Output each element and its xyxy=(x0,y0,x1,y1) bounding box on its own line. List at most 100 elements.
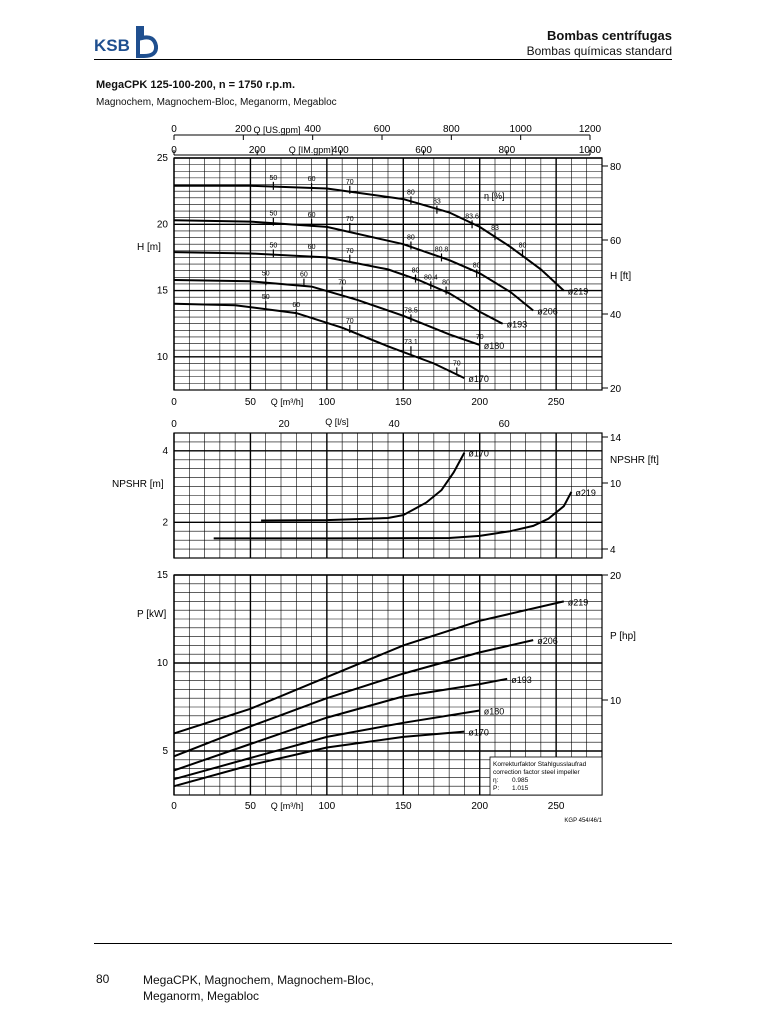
npsh-curve-label: ø219 xyxy=(575,488,596,498)
x-tick-label: 250 xyxy=(548,397,565,408)
footer-line-2: Meganorm, Megabloc xyxy=(143,989,260,1003)
imgpm-tick-label: 200 xyxy=(249,145,266,156)
footer-text: MegaCPK, Magnochem, Magnochem-Bloc, Mega… xyxy=(143,972,543,1004)
x-axis-label: Q [m³/h] xyxy=(271,397,304,407)
imgpm-tick-label: 400 xyxy=(332,145,349,156)
efficiency-label: 80.8 xyxy=(435,246,449,253)
power-curve-ø170 xyxy=(173,730,465,788)
y-tick-label: 10 xyxy=(157,352,169,363)
head-curve-label: ø180 xyxy=(484,341,505,351)
usgpm-tick-label: 600 xyxy=(374,124,391,135)
efficiency-label: 73.1 xyxy=(404,339,418,346)
npsh-curve-ø170 xyxy=(261,452,466,522)
npsh-curve-ø219 xyxy=(213,491,573,540)
efficiency-label: 70 xyxy=(346,216,354,223)
right-tick-label: 20 xyxy=(610,571,622,582)
efficiency-label: 80 xyxy=(519,242,527,249)
right-tick-label: 20 xyxy=(610,384,622,395)
y-tick-label: 4 xyxy=(162,446,168,457)
efficiency-label: 83.6 xyxy=(465,213,479,220)
efficiency-label: 50 xyxy=(262,270,270,277)
efficiency-label: 70 xyxy=(346,248,354,255)
power-curve-ø180 xyxy=(173,709,480,781)
power-curve-label: ø180 xyxy=(484,707,505,717)
x-tick-label: 100 xyxy=(319,801,336,812)
efficiency-label: 60 xyxy=(308,244,316,251)
correction-p-value: 1.015 xyxy=(512,785,529,792)
efficiency-axis-label: η [%] xyxy=(484,191,505,201)
usgpm-tick-label: 800 xyxy=(443,124,460,135)
ls-tick-label: 0 xyxy=(171,419,177,430)
footer-page-number: 80 xyxy=(96,972,110,986)
ksb-logo: KSB xyxy=(94,26,159,58)
x-tick-label: 250 xyxy=(548,801,565,812)
efficiency-label: 50 xyxy=(262,294,270,301)
chart-title: MegaCPK 125-100-200, n = 1750 r.p.m. xyxy=(96,79,296,91)
header-rule xyxy=(94,59,672,60)
y-tick-label: 15 xyxy=(157,286,169,297)
y-tick-label: 25 xyxy=(157,153,169,164)
panel-frame xyxy=(173,157,603,391)
efficiency-label: 80.4 xyxy=(424,274,438,281)
right-tick-label: 40 xyxy=(610,310,622,321)
usgpm-tick-label: 400 xyxy=(304,124,321,135)
power-curve-ø206 xyxy=(173,639,534,758)
efficiency-label: 70 xyxy=(346,318,354,325)
head-curve-ø219 xyxy=(174,184,565,292)
head-curve-ø193 xyxy=(173,251,504,325)
logo-text: KSB xyxy=(94,36,130,55)
y-tick-label: 15 xyxy=(157,570,169,581)
ls-tick-label: 20 xyxy=(278,419,290,430)
x-tick-label: 0 xyxy=(171,801,177,812)
chart-subtitle: Magnochem, Magnochem-Bloc, Meganorm, Meg… xyxy=(96,97,337,108)
efficiency-label: 60 xyxy=(292,302,300,309)
head-curve-ø170 xyxy=(173,302,465,380)
x-tick-label: 200 xyxy=(471,397,488,408)
footer-rule xyxy=(94,943,672,944)
correction-line-2: correction factor steel impeller xyxy=(493,769,581,776)
imgpm-tick-label: 600 xyxy=(415,145,432,156)
right-axis-label: NPSHR [ft] xyxy=(610,455,659,466)
correction-eta-value: 0.985 xyxy=(512,777,529,784)
right-tick-label: 10 xyxy=(610,479,622,490)
efficiency-label: 78.5 xyxy=(404,307,418,314)
footer-line-1: MegaCPK, Magnochem, Magnochem-Bloc, xyxy=(143,973,374,987)
imgpm-tick-label: 0 xyxy=(171,145,177,156)
x-tick-label: 200 xyxy=(471,801,488,812)
y-tick-label: 2 xyxy=(162,517,168,528)
correction-eta-label: η: xyxy=(493,777,499,784)
efficiency-label: 80 xyxy=(407,189,415,196)
efficiency-label: 50 xyxy=(269,211,277,218)
efficiency-label: 70 xyxy=(453,360,461,367)
panel-frame xyxy=(173,432,603,559)
usgpm-tick-label: 1200 xyxy=(579,124,602,135)
right-tick-label: 80 xyxy=(610,162,622,173)
x-tick-label: 0 xyxy=(171,397,177,408)
usgpm-tick-label: 1000 xyxy=(510,124,533,135)
usgpm-axis-label: Q [US.gpm] xyxy=(253,125,300,135)
head-curve-ø206 xyxy=(173,219,534,312)
y-tick-label: 5 xyxy=(162,746,168,757)
power-curve-label: ø219 xyxy=(568,597,589,607)
npsh-curve-label: ø170 xyxy=(468,449,489,459)
power-curve-ø193 xyxy=(173,677,508,772)
power-curve-ø219 xyxy=(173,600,565,735)
ls-axis-label: Q [l/s] xyxy=(325,417,349,427)
y-tick-label: 10 xyxy=(157,658,169,669)
ls-tick-label: 60 xyxy=(499,419,511,430)
efficiency-label: 83 xyxy=(433,199,441,206)
right-tick-label: 4 xyxy=(610,545,616,556)
x-tick-label: 50 xyxy=(245,397,257,408)
y-axis-label: NPSHR [m] xyxy=(112,479,164,490)
right-tick-label: 14 xyxy=(610,433,622,444)
correction-line-1: Korrekturfaktor Stahlgusslaufrad xyxy=(493,761,587,768)
efficiency-label: 50 xyxy=(269,175,277,182)
x-tick-label: 50 xyxy=(245,801,257,812)
efficiency-label: 80 xyxy=(412,268,420,275)
x-axis-label: Q [m³/h] xyxy=(271,801,304,811)
efficiency-label: 80 xyxy=(442,280,450,287)
right-axis-label: P [hp] xyxy=(610,631,636,642)
head-curve-label: ø219 xyxy=(568,287,589,297)
usgpm-tick-label: 0 xyxy=(171,124,177,135)
